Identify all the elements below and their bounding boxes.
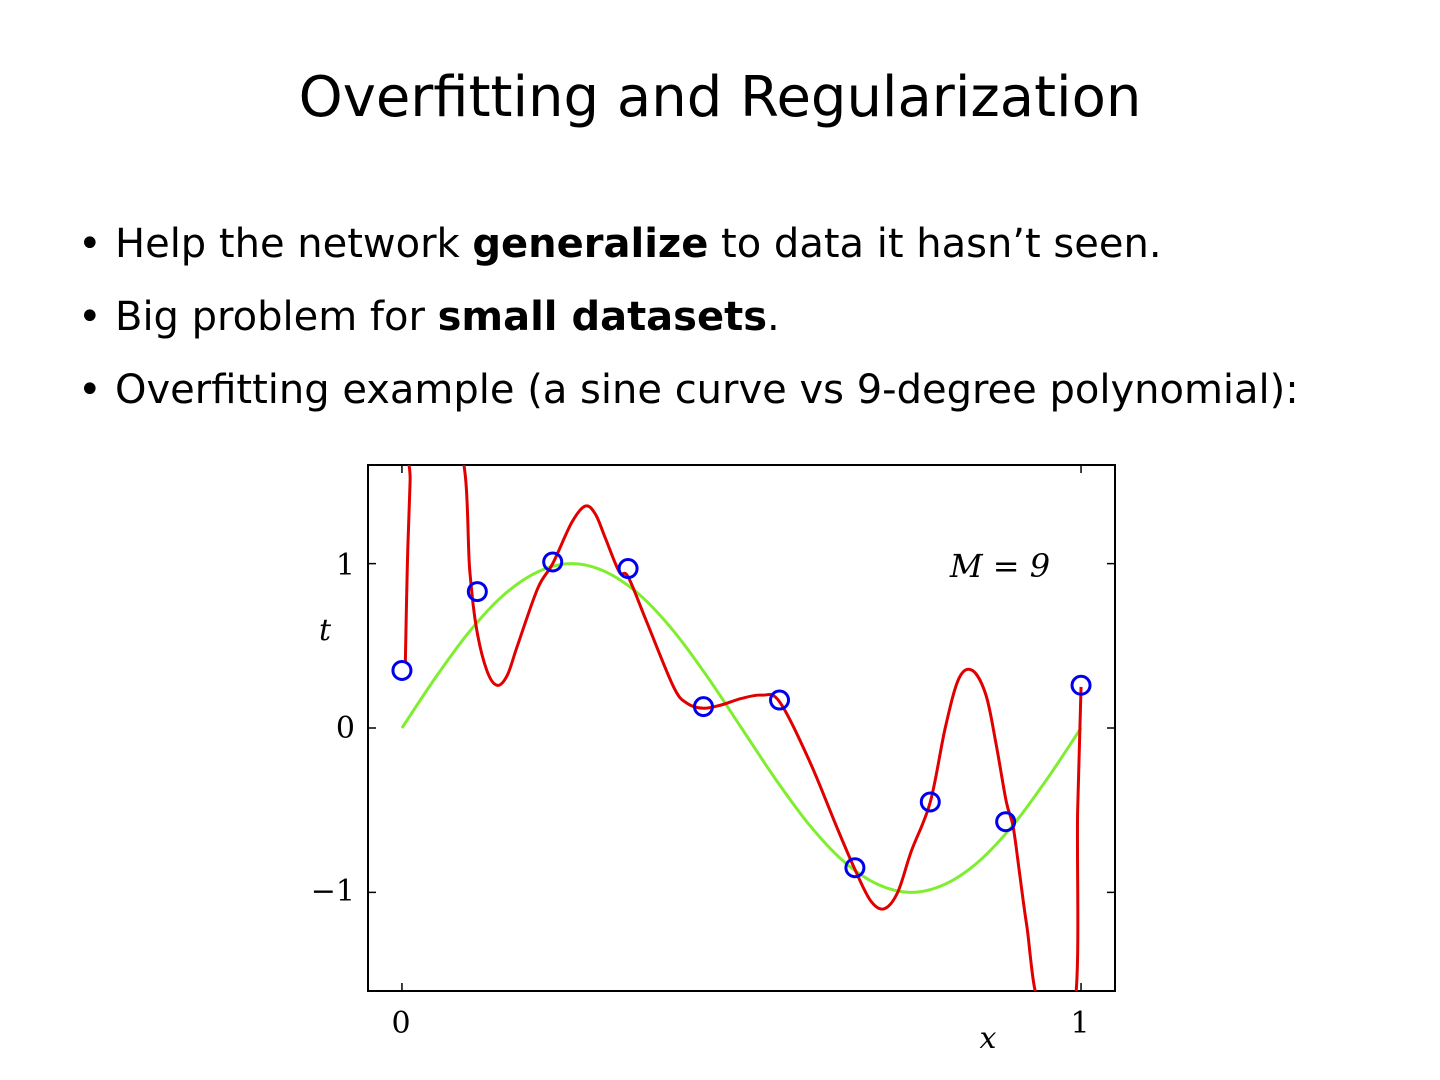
x-tick-label: 0	[391, 1006, 410, 1041]
bullet-dot: •	[78, 221, 102, 267]
data-point	[995, 811, 1017, 833]
bullet-dot: •	[78, 294, 102, 340]
polynomial-fit-curve	[403, 465, 1083, 991]
x-axis-label: x	[980, 1021, 997, 1050]
axis-ticks	[368, 465, 1115, 991]
data-point	[466, 581, 488, 603]
y-tick-label: −1	[311, 874, 355, 909]
y-tick-label: 1	[336, 548, 355, 583]
bullet-text: to data it hasn’t seen.	[708, 221, 1162, 267]
data-point	[844, 857, 866, 879]
bullet-dot: •	[78, 367, 102, 413]
data-point	[617, 558, 639, 580]
data-point	[391, 659, 413, 681]
bullet-text: Help the network	[115, 221, 473, 267]
sine-curve	[400, 562, 1083, 894]
overfitting-chart: 0 1 −1 0 1 t x M = 9	[311, 464, 1116, 1050]
y-axis-label: t	[319, 613, 332, 648]
bullet-text: Overfitting example (a sine curve vs 9-d…	[115, 367, 1299, 413]
bullet-text: .	[767, 294, 780, 340]
bullet-list: • Help the network generalize to data it …	[78, 208, 1299, 427]
data-point	[919, 791, 941, 813]
data-point	[542, 551, 564, 573]
bullet-item: • Big problem for small datasets.	[78, 281, 1299, 354]
data-point	[769, 689, 791, 711]
x-tick-label: 1	[1070, 1006, 1089, 1041]
bullet-emphasis: small datasets	[437, 294, 768, 340]
bullet-text: Big problem for	[115, 294, 438, 340]
data-point	[692, 696, 714, 718]
data-point	[1070, 674, 1092, 696]
series-layer	[391, 465, 1092, 991]
page-title: Overfitting and Regularization	[298, 65, 1142, 130]
model-order-annotation: M = 9	[949, 547, 1050, 585]
bullet-emphasis: generalize	[472, 221, 709, 267]
bullet-item: • Help the network generalize to data it …	[78, 208, 1299, 281]
bullet-item: • Overfitting example (a sine curve vs 9-…	[78, 354, 1299, 427]
y-tick-label: 0	[336, 711, 355, 746]
